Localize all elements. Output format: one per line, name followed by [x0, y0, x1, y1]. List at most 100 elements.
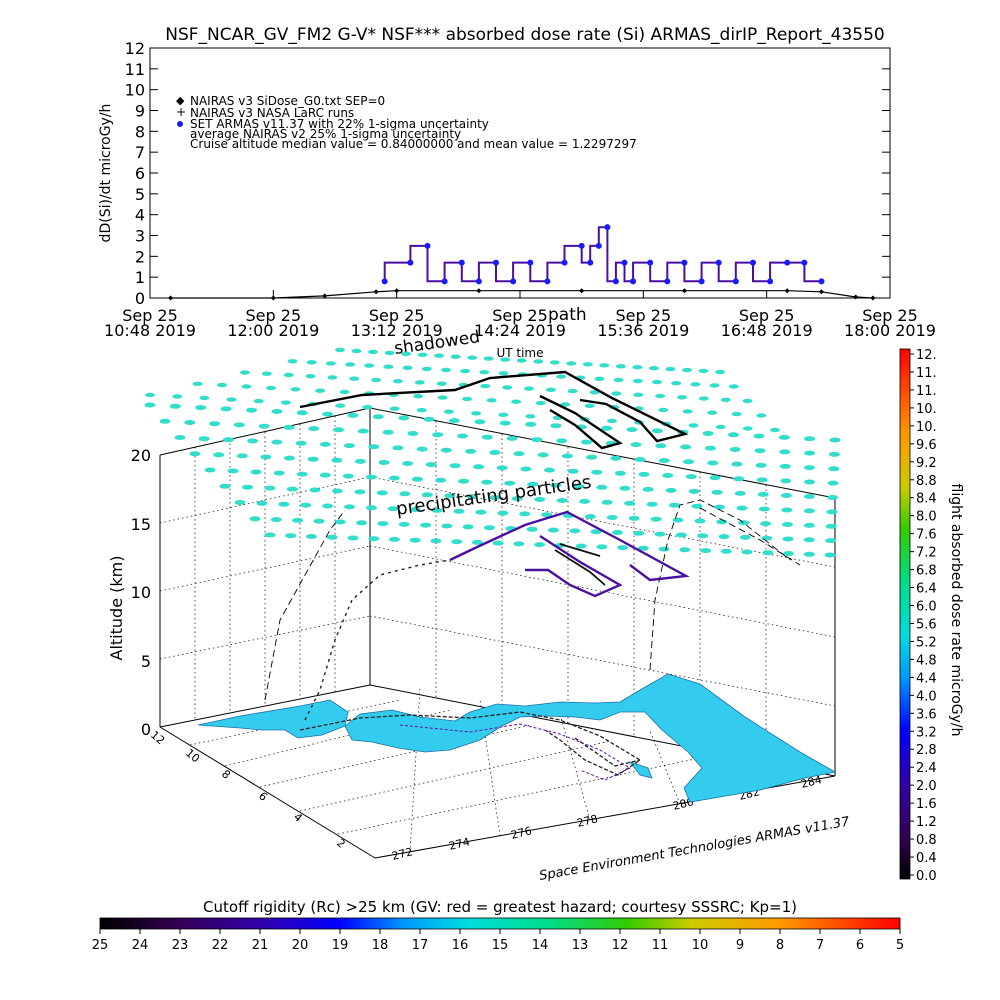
rigidity-marker — [382, 429, 394, 435]
top-y-tick-label: 9 — [135, 102, 145, 121]
rigidity-marker — [384, 350, 395, 356]
colorbar-right-tick-label: 1.6 — [916, 797, 937, 812]
rigidity-marker — [144, 402, 156, 408]
rigidity-marker — [460, 368, 471, 374]
series-armas-point — [732, 278, 739, 285]
rigidity-marker — [762, 550, 774, 556]
rigidity-marker — [803, 494, 815, 499]
rigidity-marker — [284, 455, 295, 461]
rigidity-marker — [675, 532, 687, 538]
rigidity-marker — [319, 472, 331, 478]
flight-path-mid-dark — [554, 543, 606, 586]
rigidity-marker — [652, 379, 662, 385]
rigidity-marker — [709, 383, 720, 388]
z-tick-20: 20 — [131, 446, 151, 465]
z-tick-0: 0 — [141, 720, 151, 739]
rigidity-marker — [184, 420, 196, 425]
rigidity-marker — [342, 473, 354, 479]
rigidity-marker — [174, 435, 186, 440]
top-y-tick-label: 10 — [125, 81, 145, 100]
top-x-tick-time: 16:48 2019 — [721, 321, 813, 340]
lat-tick-6: 6 — [256, 789, 270, 803]
top-y-axis-label: dD(Si)/dt microGy/h — [98, 104, 114, 243]
rigidity-marker — [425, 462, 437, 468]
rigidity-marker — [691, 503, 703, 509]
series-armas-point — [527, 259, 534, 266]
rigidity-marker — [189, 451, 201, 457]
lon-tick-274: 274 — [448, 835, 472, 853]
rigidity-marker — [658, 407, 669, 413]
rigidity-marker — [387, 506, 399, 512]
rigidity-marker — [756, 477, 768, 483]
rigidity-marker — [702, 431, 714, 436]
z-tick-15: 15 — [131, 515, 151, 534]
rigidity-marker — [756, 413, 767, 418]
rigidity-marker — [227, 468, 239, 474]
colorbar-bottom-tick-label: 20 — [292, 938, 309, 953]
rigidity-marker — [520, 466, 532, 472]
rigidity-marker — [462, 524, 474, 530]
rigidity-marker — [354, 489, 366, 495]
series-nairas-point — [579, 288, 585, 294]
overlay-label-path: path — [548, 305, 587, 325]
rigidity-grid-layer — [144, 347, 841, 558]
colorbar-right-tick-label: 5.2 — [916, 635, 937, 650]
rigidity-marker — [242, 484, 253, 490]
rigidity-marker — [613, 377, 624, 383]
rigidity-marker — [502, 385, 513, 390]
colorbar-bottom-ticks: 25 24 23 22 21 20 19 18 17 16 15 14 13 12 11 10 9 8 7 6 5 — [92, 929, 904, 953]
rigidity-marker — [824, 552, 836, 558]
rigidity-marker — [782, 522, 793, 527]
rigidity-marker — [733, 476, 745, 482]
rigidity-marker — [344, 443, 355, 449]
land-masses — [197, 673, 837, 803]
z-axis-label: Altitude (km) — [107, 556, 126, 661]
rigidity-marker — [511, 496, 523, 502]
series-armas-point — [664, 278, 671, 285]
rigidity-marker — [781, 507, 793, 513]
colorbar-right-gradient — [899, 348, 911, 880]
series-nairas-point — [818, 289, 824, 295]
rigidity-marker — [682, 409, 693, 414]
rigidity-marker — [421, 492, 433, 498]
top-y-tick-label: 4 — [135, 206, 145, 225]
colorbar-bottom-tick-label: 19 — [332, 938, 349, 953]
rigidity-marker — [295, 440, 307, 446]
rigidity-marker — [417, 352, 428, 357]
colorbar-right-tick-label: 8.0 — [916, 510, 937, 525]
rigidity-marker — [292, 517, 304, 523]
rigidity-marker — [444, 493, 456, 499]
rigidity-marker — [448, 418, 460, 424]
rigidity-marker — [471, 411, 482, 416]
rigidity-marker — [700, 548, 712, 554]
rigidity-marker — [683, 459, 694, 465]
top-x-tick-date: Sep 25 — [246, 306, 302, 325]
rigidity-marker — [596, 544, 608, 550]
rigidity-marker — [561, 453, 573, 459]
rigidity-marker — [754, 448, 766, 454]
rigidity-marker — [770, 427, 780, 433]
rigidity-marker — [305, 374, 316, 379]
rigidity-marker — [315, 388, 326, 393]
rigidity-marker — [731, 461, 743, 467]
rigidity-marker — [716, 519, 728, 525]
z-ticks: 0 5 10 15 20 — [131, 446, 151, 739]
rigidity-marker — [436, 381, 447, 386]
rigidity-marker — [402, 365, 413, 370]
rigidity-marker — [729, 447, 741, 452]
rigidity-marker — [590, 529, 602, 535]
rigidity-marker — [626, 427, 638, 433]
rigidity-marker — [651, 428, 663, 434]
rigidity-marker — [550, 482, 562, 488]
rigidity-marker — [481, 479, 493, 485]
rigidity-marker — [506, 435, 518, 441]
series-armas-point — [493, 259, 500, 266]
rigidity-marker — [198, 436, 210, 442]
colorbar-right-tick-label: 11. — [916, 366, 937, 381]
rigidity-marker — [698, 368, 709, 374]
rigidity-marker — [714, 504, 725, 510]
colorbar-right-tick-label: 2.0 — [916, 779, 937, 794]
rigidity-marker — [504, 480, 516, 486]
rigidity-marker — [339, 389, 350, 395]
colorbar-bottom-tick-label: 8 — [776, 938, 784, 953]
